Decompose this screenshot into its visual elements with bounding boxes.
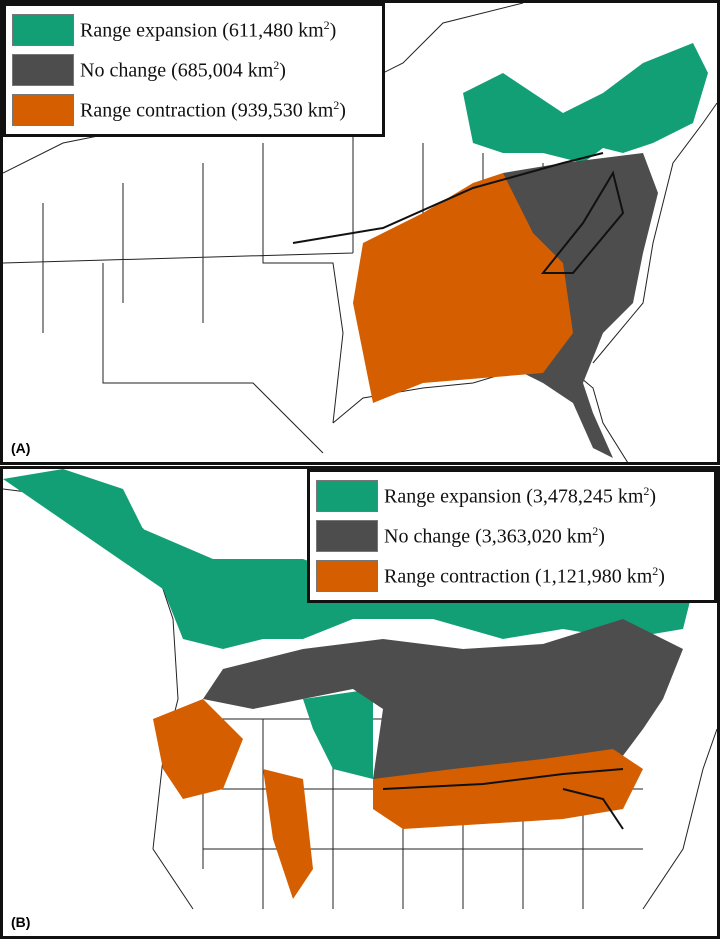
panel-label-a: (A) [11, 440, 31, 456]
map-b [3, 469, 717, 910]
range-boundary-line [382, 768, 624, 830]
legend-item-no-change: No change (685,004 km2) [12, 50, 376, 90]
swatch-no-change [316, 520, 378, 552]
legend-item-expansion: Range expansion (3,478,245 km2) [316, 476, 708, 516]
no-change-area [203, 619, 683, 779]
swatch-contraction [316, 560, 378, 592]
swatch-expansion [12, 14, 74, 46]
map-a [3, 3, 717, 462]
legend-item-expansion: Range expansion (611,480 km2) [12, 10, 376, 50]
range-expansion-area [3, 469, 693, 779]
range-contraction-area [153, 699, 643, 899]
range-contraction-area [353, 173, 573, 403]
legend-item-contraction: Range contraction (1,121,980 km2) [316, 556, 708, 596]
panel-label-b: (B) [11, 914, 31, 930]
no-change-area [503, 153, 658, 458]
legend-item-contraction: Range contraction (939,530 km2) [12, 90, 376, 130]
range-boundary-line [292, 152, 625, 274]
legend-b: Range expansion (3,478,245 km2) No chang… [307, 469, 717, 603]
legend-a: Range expansion (611,480 km2) No change … [3, 3, 385, 137]
map-panel-b: Range expansion (3,478,245 km2) No chang… [0, 466, 720, 939]
swatch-contraction [12, 94, 74, 126]
swatch-expansion [316, 480, 378, 512]
swatch-no-change [12, 54, 74, 86]
legend-item-no-change: No change (3,363,020 km2) [316, 516, 708, 556]
map-panel-a: Range expansion (611,480 km2) No change … [0, 0, 720, 465]
